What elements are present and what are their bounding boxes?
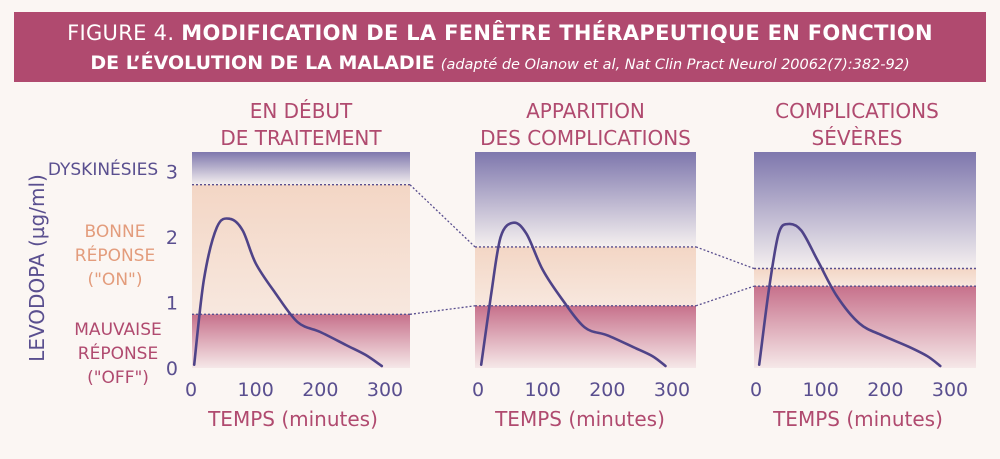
x-axis-label: TEMPS (minutes) [772, 407, 943, 431]
zone-label-dyskinesia: DYSKINÉSIES [48, 158, 158, 180]
panel-title: DES COMPLICATIONS [480, 126, 691, 150]
dyskinesia-band [754, 152, 976, 269]
header-line-1: FIGURE 4. MODIFICATION DE LA FENÊTRE THÉ… [14, 21, 986, 45]
header-line-2: DE L’ÉVOLUTION DE LA MALADIE (adapté de … [14, 52, 986, 74]
good-response-band [192, 184, 410, 315]
x-tick-label: 200 [867, 379, 903, 401]
levodopa-curve [192, 217, 384, 368]
figure-source: (adapté de Olanow et al, Nat Clin Pract … [440, 57, 910, 73]
x-tick-label: 100 [525, 379, 561, 401]
figure-title-line-2: DE L’ÉVOLUTION DE LA MALADIE [90, 52, 435, 74]
lower-threshold-connector [695, 285, 755, 307]
upper-threshold-connector [409, 184, 476, 248]
x-tick-label: 200 [302, 379, 338, 401]
y-tick-label: 1 [166, 293, 178, 315]
figure-header: FIGURE 4. MODIFICATION DE LA FENÊTRE THÉ… [14, 12, 986, 82]
zone-label-bad: ("OFF") [87, 368, 149, 388]
zone-label-bad: RÉPONSE [78, 342, 158, 364]
zone-label-good: ("ON") [87, 270, 142, 290]
panel-title: DE TRAITEMENT [220, 126, 382, 150]
y-tick-label: 3 [166, 162, 178, 184]
x-tick-label: 0 [185, 379, 197, 401]
levodopa-curve [479, 221, 667, 368]
x-axis-label: TEMPS (minutes) [207, 407, 378, 431]
panel-title: EN DÉBUT [250, 99, 353, 123]
x-tick-label: 100 [238, 379, 274, 401]
y-tick-label: 0 [166, 358, 178, 380]
levodopa-curve [757, 222, 942, 368]
lower-threshold-connector [409, 305, 476, 315]
x-tick-label: 100 [803, 379, 839, 401]
upper-threshold-connector [695, 246, 755, 270]
x-axis-label: TEMPS (minutes) [494, 407, 665, 431]
y-tick-label: 2 [166, 227, 178, 249]
good-response-band [475, 246, 696, 306]
zone-label-good: BONNE [85, 222, 146, 242]
panel-title: COMPLICATIONS [775, 99, 939, 123]
dyskinesia-band [475, 152, 696, 247]
good-response-band [754, 268, 976, 287]
dyskinesia-band [192, 152, 410, 185]
x-tick-label: 200 [589, 379, 625, 401]
bad-response-band [475, 305, 696, 368]
zone-label-good: RÉPONSE [75, 244, 155, 266]
x-tick-label: 300 [367, 379, 403, 401]
figure-label: FIGURE 4. [67, 21, 175, 45]
x-tick-label: 0 [750, 379, 762, 401]
x-tick-label: 0 [472, 379, 484, 401]
figure-title-line-1: MODIFICATION DE LA FENÊTRE THÉRAPEUTIQUE… [181, 21, 933, 45]
panel-title: APPARITION [526, 99, 645, 123]
panel-title: SÉVÈRES [812, 126, 903, 150]
zone-label-bad: MAUVAISE [74, 320, 161, 340]
x-tick-label: 300 [932, 379, 968, 401]
bad-response-band [192, 314, 410, 368]
y-axis-label: LEVODOPA (µg/ml) [25, 174, 49, 362]
x-tick-label: 300 [654, 379, 690, 401]
